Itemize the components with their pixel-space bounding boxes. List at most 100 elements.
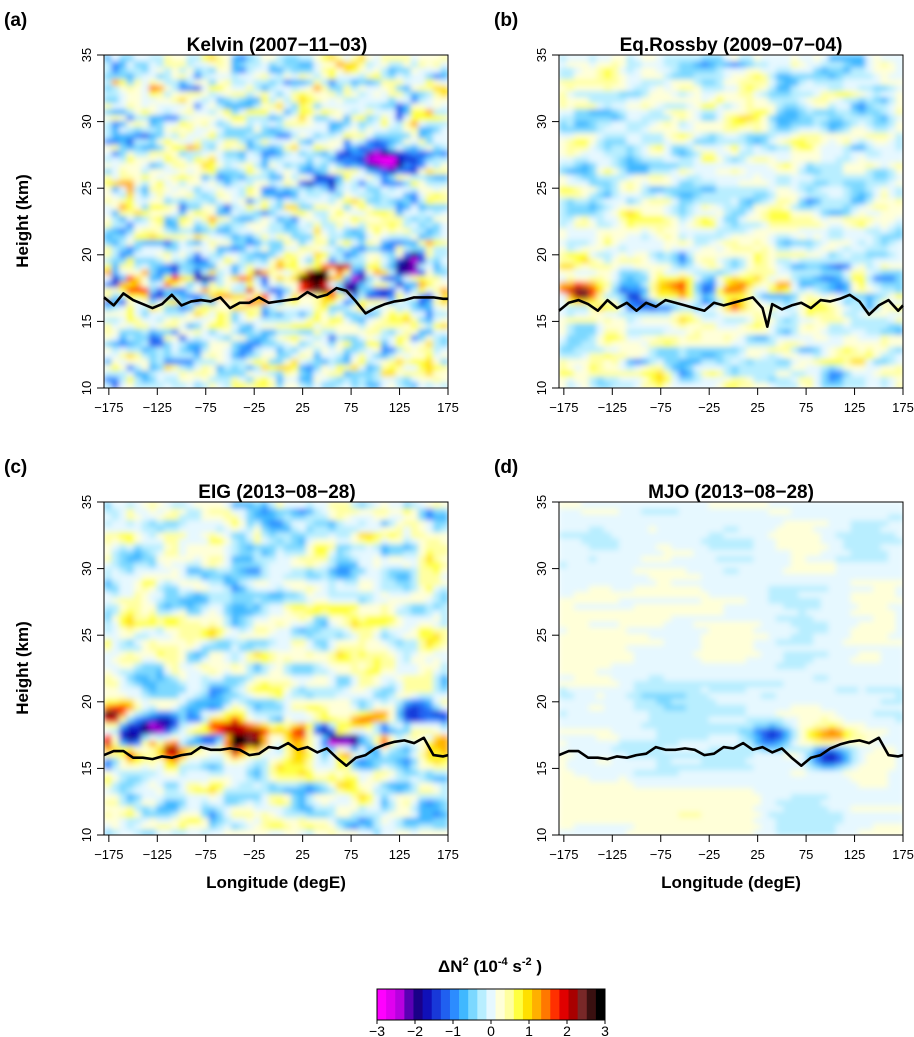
heat-cell (253, 84, 262, 92)
heat-cell (403, 269, 412, 276)
heat-cell (433, 120, 442, 127)
heat-cell (305, 316, 314, 324)
heat-cell (350, 162, 359, 169)
heat-cell (813, 96, 822, 104)
heat-cell (365, 120, 374, 127)
heat-cell (588, 185, 597, 193)
heat-cell (163, 364, 172, 371)
heat-cell (335, 197, 344, 205)
heat-cell (358, 114, 367, 122)
heat-cell (828, 209, 837, 217)
heat-cell (618, 84, 627, 92)
heat-cell (618, 150, 627, 157)
heat-cell (104, 215, 113, 223)
heat-cell (618, 209, 627, 217)
heat-cell (193, 156, 202, 163)
heat-cell (358, 197, 367, 205)
heat-cell (686, 179, 695, 187)
heat-cell (783, 96, 792, 104)
heat-cell (686, 167, 695, 175)
heat-cell (656, 280, 665, 288)
heat-cell (246, 84, 255, 92)
heat-cell (633, 364, 642, 371)
heat-cell (283, 364, 292, 371)
heat-cell (193, 108, 202, 116)
heat-cell (343, 156, 352, 163)
heat-cell (850, 316, 859, 324)
heat-cell (208, 376, 217, 383)
heat-cell (403, 108, 412, 116)
heat-cell (611, 162, 620, 169)
heat-cell (238, 114, 247, 122)
heat-cell (708, 322, 717, 330)
heat-cell (246, 292, 255, 300)
heat-cell (343, 167, 352, 175)
heatmap-field (104, 55, 448, 388)
heat-cell (163, 203, 172, 211)
heat-cell (186, 144, 195, 151)
heat-cell (178, 215, 187, 223)
heat-cell (133, 197, 142, 205)
heat-cell (753, 352, 762, 359)
heat-cell (850, 227, 859, 234)
heat-cell (873, 215, 882, 223)
heat-cell (731, 144, 740, 151)
heat-cell (656, 298, 665, 306)
heat-cell (171, 340, 180, 347)
heat-cell (745, 156, 755, 163)
heat-cell (365, 108, 374, 116)
heat-cell (148, 298, 157, 306)
heat-cell (708, 173, 717, 181)
heat-cell (603, 227, 612, 234)
heat-cell (843, 203, 852, 211)
heat-cell (104, 358, 113, 365)
heat-cell (388, 197, 397, 205)
heat-cell (775, 370, 784, 377)
heat-cell (760, 55, 769, 62)
heat-cell (813, 304, 822, 312)
heat-cell (156, 286, 165, 294)
heat-cell (141, 203, 150, 211)
heat-cell (261, 227, 270, 234)
heat-cell (141, 162, 150, 169)
heat-cell (656, 263, 665, 270)
heat-cell (745, 114, 755, 122)
heat-cell (268, 382, 277, 388)
heat-cell (753, 84, 762, 92)
heat-cell (783, 66, 792, 74)
heat-cell (656, 126, 665, 133)
heat-cell (745, 304, 755, 312)
heat-cell (858, 215, 867, 223)
heat-cell (246, 304, 255, 312)
heat-cell (820, 60, 829, 68)
heat-cell (104, 263, 113, 270)
heat-cell (410, 263, 419, 270)
heat-cell (820, 203, 829, 211)
heat-cell (790, 269, 799, 276)
heat-cell (663, 156, 672, 163)
heat-cell (850, 84, 859, 92)
heat-cell (148, 245, 157, 252)
heat-cell (738, 221, 747, 229)
heat-cell (261, 156, 270, 163)
heat-cell (418, 72, 427, 80)
heat-cell (693, 382, 702, 388)
heat-cell (813, 179, 822, 187)
heat-cell (216, 263, 225, 270)
heat-cell (671, 292, 680, 300)
heat-cell (618, 203, 627, 211)
heat-cell (425, 346, 434, 353)
heat-cell (813, 358, 822, 365)
heat-cell (708, 227, 717, 234)
heat-cell (253, 358, 262, 365)
heat-cell (753, 197, 762, 205)
heat-cell (320, 346, 329, 353)
heat-cell (208, 358, 217, 365)
heat-cell (358, 263, 367, 270)
heat-cell (395, 286, 404, 294)
heat-cell (126, 316, 135, 324)
heat-cell (678, 150, 687, 157)
heat-cell (633, 310, 642, 318)
heat-cell (186, 251, 195, 258)
heat-cell (798, 197, 807, 205)
